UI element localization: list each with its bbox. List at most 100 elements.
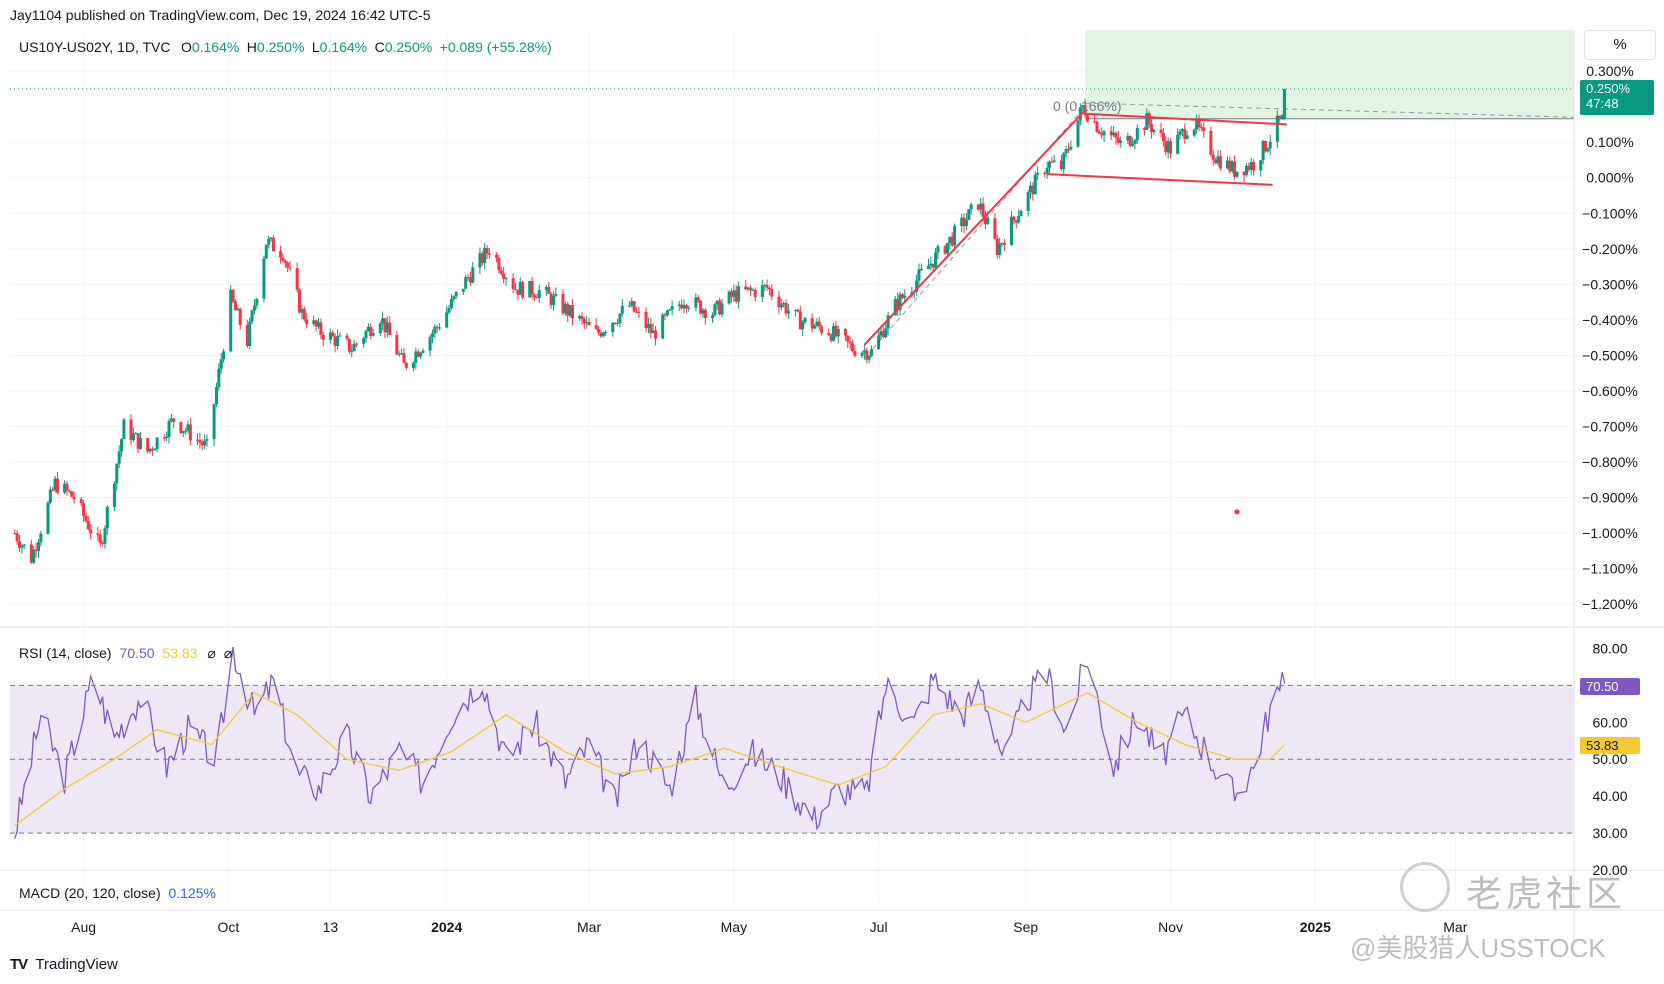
candle-body: [105, 506, 109, 529]
candle-body: [627, 305, 631, 307]
candle-body: [563, 303, 567, 314]
symbol-legend[interactable]: US10Y-US02Y, 1D, TVC O0.164% H0.250% L0.…: [19, 39, 552, 57]
candle-body: [1282, 88, 1286, 120]
candle-body: [851, 343, 855, 351]
rsi-ma-line: [14, 691, 1285, 827]
candle-body: [986, 218, 990, 225]
candle-body: [962, 217, 966, 227]
candle-body: [96, 533, 100, 535]
candle-body: [630, 301, 634, 306]
symbol-name[interactable]: US10Y-US02Y, 1D, TVC: [19, 39, 171, 55]
time-axis-tick: Nov: [1158, 919, 1183, 935]
rising-trend-line: [863, 109, 1086, 346]
candle-body: [616, 323, 620, 325]
candle-body: [312, 320, 316, 324]
candle-body: [896, 298, 900, 310]
candle-body: [1169, 141, 1173, 154]
rsi-title[interactable]: RSI (14, close): [19, 645, 112, 661]
candle-body: [364, 331, 368, 339]
candle-body: [271, 237, 275, 252]
candle-body: [993, 218, 997, 239]
rsi-ma-tag: 53.83: [1580, 737, 1640, 754]
candle-body: [983, 216, 987, 225]
candle-body: [843, 328, 847, 336]
candle-body: [934, 252, 938, 268]
candle-body: [181, 431, 185, 433]
candle-body: [1131, 143, 1135, 146]
candle-body: [355, 343, 359, 345]
candle-body: [347, 338, 351, 352]
tradingview-brand: TradingView: [35, 956, 118, 973]
candle-body: [682, 305, 686, 309]
candle-body: [229, 289, 233, 352]
candle-body: [1249, 161, 1253, 170]
candle-body: [433, 326, 437, 334]
candle-body: [687, 307, 691, 309]
candle-body: [150, 448, 154, 451]
candle-body: [20, 545, 24, 548]
rsi-axis-tick: 50.00: [1592, 751, 1627, 767]
candle-body: [848, 341, 852, 344]
candle-body: [13, 533, 17, 535]
candle-body: [198, 439, 202, 443]
candle-body: [449, 299, 453, 308]
candle-body: [1093, 121, 1097, 123]
scale-unit-button[interactable]: %: [1584, 30, 1656, 60]
candle-body: [1102, 131, 1106, 136]
watermark-line1: 老虎社区: [1466, 873, 1627, 914]
candle-body: [84, 515, 88, 522]
macd-title[interactable]: MACD (20, 120, close): [19, 885, 161, 901]
fib-label: 0 (0.166%): [1053, 98, 1122, 114]
candle-body: [1066, 148, 1070, 150]
candle-body: [115, 463, 119, 484]
candle-body: [929, 263, 933, 266]
candle-body: [1150, 124, 1154, 133]
price-axis-tick: 0.100%: [1586, 134, 1633, 150]
candle-body: [504, 278, 508, 280]
candle-body: [438, 327, 442, 329]
candle-body: [884, 328, 888, 338]
candle-body: [644, 311, 648, 329]
candle-body: [976, 204, 980, 210]
candle-body: [832, 325, 836, 341]
candle-body: [366, 326, 370, 332]
candle-body: [846, 335, 850, 342]
candle-body: [236, 308, 240, 311]
candle-body: [661, 314, 665, 339]
candle-body: [853, 350, 857, 356]
candle-body: [1235, 171, 1239, 177]
candle-body: [670, 306, 674, 310]
candle-body: [801, 322, 805, 330]
candle-body: [1266, 148, 1270, 152]
candle-body: [651, 330, 655, 334]
candle-body: [680, 304, 684, 309]
rsi-legend[interactable]: RSI (14, close) 70.50 53.83 ⌀ ⌀: [19, 645, 232, 662]
macd-legend[interactable]: MACD (20, 120, close) 0.125%: [19, 885, 216, 901]
hide-icon[interactable]: ⌀: [223, 645, 233, 661]
candle-body: [566, 303, 570, 316]
candle-body: [1036, 173, 1040, 175]
candle-body: [1133, 140, 1137, 144]
candle-body: [1242, 171, 1246, 176]
candle-body: [302, 308, 306, 320]
candle-body: [663, 314, 667, 316]
candle-body: [267, 238, 271, 245]
candle-body: [518, 282, 522, 295]
candle-body: [328, 332, 332, 340]
candle-body: [32, 549, 36, 563]
candle-body: [248, 321, 252, 346]
candle-body: [865, 350, 869, 360]
candle-body: [252, 305, 256, 311]
candle-body: [770, 289, 774, 297]
tradingview-logo[interactable]: TV TradingView: [10, 956, 118, 973]
hide-icon[interactable]: ⌀: [207, 645, 216, 661]
candle-body: [295, 268, 299, 290]
candle-body: [79, 499, 83, 504]
price-axis-tick: 0.300%: [1586, 63, 1633, 79]
candle-body: [212, 404, 216, 440]
candle-body: [1152, 129, 1156, 133]
candle-body: [381, 318, 385, 324]
candle-body: [915, 280, 919, 292]
